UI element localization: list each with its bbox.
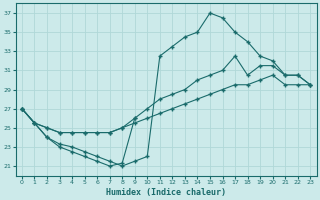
X-axis label: Humidex (Indice chaleur): Humidex (Indice chaleur) (106, 188, 226, 197)
